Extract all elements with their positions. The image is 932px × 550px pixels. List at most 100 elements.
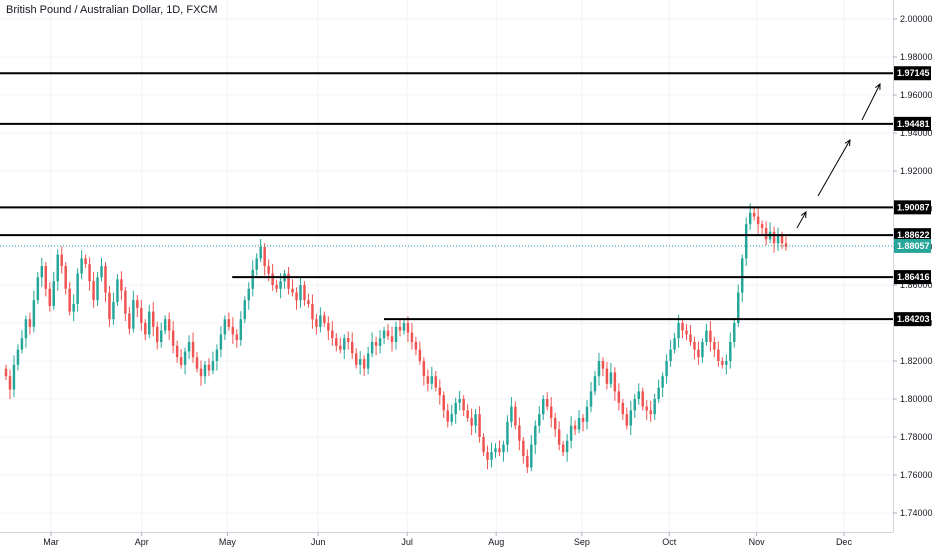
y-tick-label: 1.92000 <box>900 166 932 176</box>
candle-body <box>386 330 390 337</box>
candle-body <box>462 399 465 411</box>
candle-body <box>641 391 644 407</box>
candle-body <box>112 302 115 320</box>
candle-body <box>155 326 159 342</box>
candle-body <box>545 399 549 407</box>
candle-body <box>76 273 79 304</box>
candle-body <box>231 326 235 335</box>
candle-body <box>609 372 613 384</box>
horizontal-levels <box>0 72 893 321</box>
candle-body <box>40 266 44 278</box>
candle-body <box>561 444 565 453</box>
candle-body <box>132 300 135 329</box>
candle-body <box>183 351 187 365</box>
level-label: 1.97145 <box>897 68 930 78</box>
candle-body <box>311 304 314 320</box>
current-price-label: 1.88057 <box>897 241 930 251</box>
candle-body <box>319 315 322 327</box>
candle-body <box>275 285 278 289</box>
candle-body <box>374 342 378 346</box>
candle-body <box>116 279 119 303</box>
candle-body <box>466 410 469 418</box>
candle-body <box>207 364 211 371</box>
x-tick-label: May <box>219 537 237 547</box>
candle-body <box>219 334 223 350</box>
candles <box>4 203 788 474</box>
x-tick-label: Jun <box>311 537 326 547</box>
candle-body <box>291 288 294 293</box>
level-label: 1.84203 <box>897 314 930 324</box>
candle-body <box>510 406 513 422</box>
candle-body <box>255 258 258 270</box>
level-label-bg <box>894 66 931 81</box>
candle-body <box>179 357 183 365</box>
time-axis[interactable]: Mar Apr May Jun Jul Aug Sep Oct Nov Dec <box>43 532 852 547</box>
level-label: 1.90087 <box>897 202 930 212</box>
candle-body <box>744 224 748 259</box>
candle-body <box>382 330 386 339</box>
candle-body <box>148 311 151 335</box>
y-tick-label: 1.94000 <box>900 128 932 138</box>
candle-body <box>251 269 254 289</box>
candle-body <box>422 361 426 377</box>
candle-body <box>752 212 756 217</box>
candle-body <box>215 349 219 361</box>
candle-body <box>16 349 20 365</box>
candle-body <box>717 349 720 361</box>
candle-body <box>108 292 111 320</box>
price-axis[interactable]: 2.00000 1.98000 1.96000 1.94000 1.92000 1.900… <box>893 14 932 518</box>
candle-body <box>665 361 668 377</box>
candle-body <box>617 391 621 403</box>
candle-body <box>378 338 382 346</box>
candle-body <box>152 311 155 327</box>
candle-body <box>689 334 692 342</box>
candle-body <box>354 353 358 365</box>
arrow-line <box>817 139 851 197</box>
candle-body <box>390 336 394 342</box>
candle-body <box>136 300 139 308</box>
candle-body <box>56 254 59 282</box>
candle-body <box>657 387 660 399</box>
level-label-bg <box>894 200 931 215</box>
y-tick-label: 2.00000 <box>900 14 932 24</box>
candle-body <box>20 338 24 350</box>
candle-body <box>235 334 239 341</box>
candle-body <box>418 349 422 361</box>
candle-body <box>48 288 52 306</box>
candle-body <box>128 313 131 329</box>
candle-body <box>764 228 768 240</box>
x-tick-label: Aug <box>488 537 504 547</box>
candle-body <box>502 444 505 453</box>
arrow-head <box>844 139 851 147</box>
level-label-bg <box>894 228 931 243</box>
candle-body <box>187 342 191 352</box>
candle-body <box>693 342 696 350</box>
candle-body <box>518 425 521 441</box>
y-tick-label: 1.80000 <box>900 394 932 404</box>
candle-body <box>522 440 525 456</box>
candle-body <box>478 414 481 437</box>
y-tick-label: 1.76000 <box>900 470 932 480</box>
candle-body <box>713 342 716 350</box>
candle-body <box>470 418 473 426</box>
candle-body <box>597 361 601 377</box>
candle-body <box>625 414 629 426</box>
candle-body <box>223 319 227 335</box>
candle-body <box>24 319 28 339</box>
candle-body <box>534 425 537 445</box>
candle-body <box>506 421 509 445</box>
arrow-line <box>861 83 881 121</box>
candle-body <box>211 361 215 371</box>
candle-body <box>637 391 640 399</box>
candle-body <box>279 281 282 289</box>
candle-body <box>84 258 87 265</box>
candle-body <box>565 440 569 453</box>
candle-body <box>191 342 195 358</box>
candle-body <box>271 273 274 285</box>
candle-body <box>323 315 326 323</box>
grid <box>0 0 893 532</box>
x-tick-label: Sep <box>574 537 590 547</box>
candle-body <box>490 452 493 460</box>
candle-body <box>729 342 732 361</box>
